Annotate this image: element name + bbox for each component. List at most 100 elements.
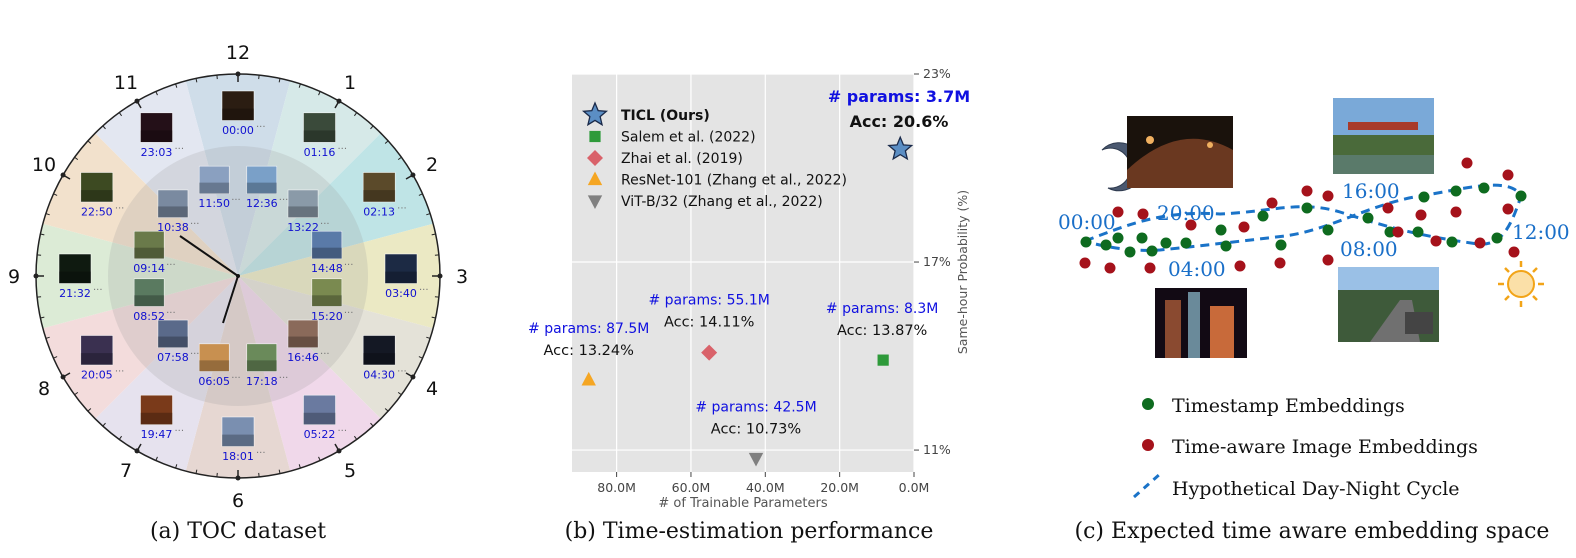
clock-sector [238,276,434,419]
embedding-space: 00:00 20:00 04:00 16:00 08:00 12:00 Timestamp… [1058,98,1570,500]
time-label: 20:00 [1157,201,1215,225]
clock-sector [238,223,440,329]
photo-thumb [303,394,336,425]
params-label: # params: 87.5M [528,321,649,337]
caption-a: (a) TOC dataset [150,519,326,544]
minute-tick [431,233,436,236]
hour-number: 8 [38,378,50,400]
timestamp-embedding-dot [1160,237,1172,249]
clock-photo: 13:22... [287,189,330,234]
photo-ellipsis: ... [338,141,348,152]
photo-ellipsis: ... [93,282,103,293]
acc-label: Acc: 13.24% [544,343,634,359]
acc-label: Acc: 14.11% [664,315,754,331]
plot-background [572,74,914,472]
photo-shade [140,412,173,425]
clock-photo: 17:18... [246,343,288,388]
clock-photo: 04:30... [362,335,407,382]
minute-tick [118,112,123,117]
photo-thumb [140,112,173,143]
photo-time-label: 15:20 [311,310,343,323]
clock-sector [238,80,381,276]
photo-thumb [311,230,343,260]
time-labels: 00:00 20:00 04:00 16:00 08:00 12:00 [1058,179,1570,281]
photo-shade [385,271,417,284]
clock-photo: 01:16... [303,112,348,159]
minute-tick [195,469,198,474]
data-points [581,135,914,467]
photo-shade [80,353,113,365]
y-tick-label: 23% [923,66,951,81]
minute-tick [53,356,58,359]
clock-photo: 05:22... [303,394,347,441]
sun-icon [1498,261,1544,307]
minute-tick [431,316,436,319]
hour-number: 11 [114,72,138,94]
legend-label: ViT-B/32 (Zhang et al., 2022) [621,194,823,210]
minute-tick [175,83,178,88]
photo-shade [303,412,336,425]
timestamp-embedding-dot [1112,232,1124,244]
timestamp-embedding-dot [1257,210,1269,222]
minute-tick [102,422,106,427]
photo-shade [140,130,173,143]
minute-tick [384,408,389,412]
photo-shade [246,182,277,194]
image-legend-label: Time-aware Image Embeddings [1172,436,1478,458]
photo-ellipsis: ... [175,423,185,434]
photo-ellipsis: ... [190,346,200,357]
minute-tick [370,125,374,130]
minute-tick [278,78,281,83]
timestamp-embedding-dot [1515,190,1527,202]
cycle-legend-label: Hypothetical Day-Night Cycle [1172,478,1460,500]
clock-photo: 15:20... [311,278,354,323]
hour-dot [336,98,342,104]
clock-sector [185,276,291,478]
time-estimation-chart: 80.0M 60.0M 40.0M 20.0M 0.0M 11% 17% 23% # of T… [528,66,970,511]
timestamp-legend-label: Timestamp Embeddings [1172,395,1405,417]
minute-tick [175,464,178,469]
timestamp-embedding-dot [1124,246,1136,258]
clock-sector [95,80,238,276]
photo-thumb [287,189,319,218]
minute-tick [74,156,79,161]
image-embedding-dot [1301,185,1313,197]
photo-ellipsis: ... [344,305,354,316]
minute-tick [45,336,50,339]
clock-photo: 08:52... [133,278,176,323]
photo-time-label: 21:32 [59,287,91,300]
photo-time-label: 12:36 [246,197,278,210]
photo-time-label: 11:50 [198,197,230,210]
photo-ellipsis: ... [397,201,407,212]
x-tick-label: 60.0M [672,480,711,495]
hour-dot [410,374,416,380]
x-tick-label: 80.0M [597,480,636,495]
image-embedding-dot [1266,197,1278,209]
hour-number: 12 [226,42,250,64]
point-annotations: # params: 3.7M Acc: 20.6% # params: 8.3M Ac… [528,87,970,438]
timestamp-embedding-dot [1491,232,1503,244]
legend: TICL (Ours) Salem et al. (2022) Zhai et al… [581,101,847,210]
photo-time-label: 08:52 [133,310,165,323]
minute-tick [87,408,92,412]
photo-thumb [246,165,278,194]
clock-photo: 14:48... [311,230,353,275]
clock-sector [42,276,239,419]
photo-time-label: 13:22 [287,221,319,234]
photo-thumb [221,416,255,447]
timestamp-embedding-dot [1412,226,1424,238]
timestamp-embedding-dot [1478,182,1490,194]
clock-sector [185,74,291,276]
minute-tick [397,156,402,161]
photo-thumb [287,319,319,348]
photo-thumb [362,335,396,366]
photo-shade [311,247,342,259]
data-point [748,452,764,467]
photo-ellipsis: ... [166,257,176,268]
photo-ellipsis: ... [320,216,330,227]
clock-sector [42,133,239,276]
image-embedding-dot [1461,157,1473,169]
hour-number: 4 [426,378,438,400]
image-embedding-dot [1144,262,1156,274]
